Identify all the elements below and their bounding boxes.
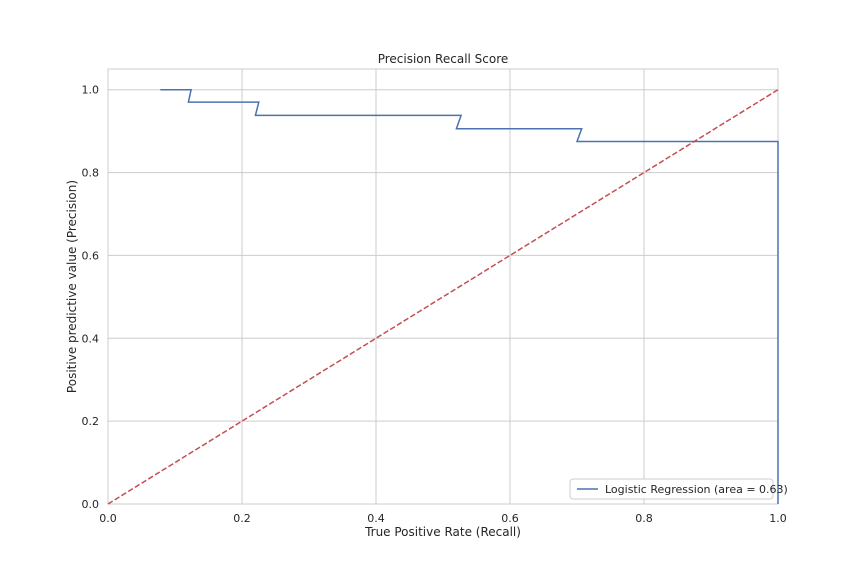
y-tick-labels: 0.0 0.2 0.4 0.6 0.8 1.0 xyxy=(82,84,100,511)
x-axis-label: True Positive Rate (Recall) xyxy=(364,525,521,539)
y-tick-label: 0.2 xyxy=(82,415,100,428)
y-tick-label: 0.0 xyxy=(82,498,100,511)
x-tick-label: 0.2 xyxy=(233,512,251,525)
plot-area-frame xyxy=(107,68,779,505)
series-line-logistic-regression xyxy=(160,88,779,504)
y-tick-label: 0.4 xyxy=(82,332,100,345)
chart-title: Precision Recall Score xyxy=(378,52,509,66)
x-tick-label: 1.0 xyxy=(769,512,787,525)
series xyxy=(107,88,779,505)
x-tick-label: 0.8 xyxy=(635,512,653,525)
legend-label-logistic-regression: Logistic Regression (area = 0.63) xyxy=(605,483,788,496)
grid xyxy=(107,69,779,505)
legend-box xyxy=(569,478,774,500)
y-tick-label: 0.8 xyxy=(82,167,100,180)
y-tick-label: 1.0 xyxy=(82,84,100,97)
series-line-chance-diagonal xyxy=(107,89,779,505)
y-tick-label: 0.6 xyxy=(82,249,100,262)
x-tick-label: 0.4 xyxy=(367,512,385,525)
x-tick-labels: 0.0 0.2 0.4 0.6 0.8 1.0 xyxy=(99,512,787,525)
y-axis-label: Positive predictive value (Precision) xyxy=(65,180,79,393)
x-tick-label: 0.0 xyxy=(99,512,117,525)
x-tick-label: 0.6 xyxy=(501,512,519,525)
legend: Logistic Regression (area = 0.63) xyxy=(569,478,788,500)
